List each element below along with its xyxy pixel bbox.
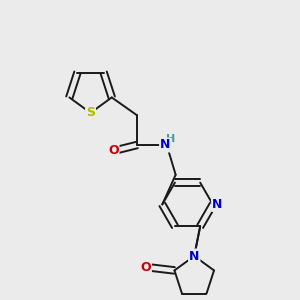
Text: N: N [189, 250, 200, 262]
Text: S: S [86, 106, 95, 119]
Text: O: O [140, 261, 151, 274]
Text: N: N [160, 139, 170, 152]
Text: O: O [108, 144, 119, 158]
Text: H: H [166, 134, 175, 144]
Text: N: N [212, 198, 223, 211]
